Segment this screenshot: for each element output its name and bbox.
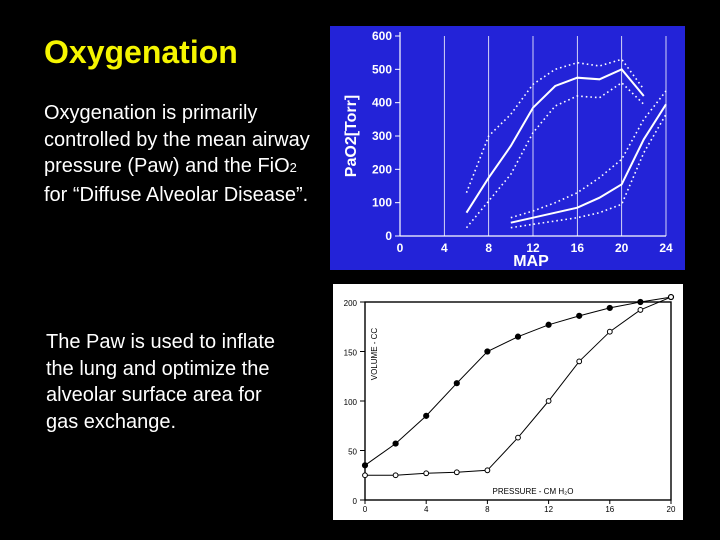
x-tick-label: 8: [485, 505, 490, 514]
series-line-3: [465, 81, 645, 229]
pao2-map-chart: 0 4 8 12 16 20 24 0 100 200 300 400 500 600 MAP PaO2[To…: [330, 26, 685, 270]
data-point: [576, 312, 583, 319]
chart-background: [330, 26, 685, 270]
y-tick-label: 600: [372, 29, 392, 43]
y-tick-label: 50: [348, 448, 357, 457]
y-tick-label: 400: [372, 96, 392, 110]
paragraph-text-end: for “Diffuse Alveolar Disease”.: [44, 183, 309, 206]
data-point: [515, 434, 521, 441]
y-tick-label: 100: [372, 196, 392, 210]
data-point: [545, 321, 552, 328]
data-point: [606, 328, 613, 335]
series-line-4: [510, 103, 667, 224]
data-point: [637, 307, 644, 313]
y-tick-label: 0: [353, 497, 358, 506]
data-point: [484, 348, 491, 355]
fio2-subscript: 2: [289, 160, 297, 175]
x-axis-label: MAP: [513, 253, 549, 270]
y-axis-label: VOLUME - CC: [370, 328, 379, 381]
series-line-6: [510, 113, 667, 229]
data-point: [423, 470, 430, 477]
x-tick-label: 0: [397, 241, 404, 255]
data-point: [362, 472, 368, 479]
x-tick-label: 24: [659, 241, 673, 255]
data-point: [545, 398, 552, 404]
series-line-1: [465, 68, 645, 214]
y-tick-label: 300: [372, 129, 392, 143]
data-point: [484, 467, 491, 474]
x-tick-label: 20: [667, 505, 676, 514]
x-tick-label: 12: [544, 505, 553, 514]
x-tick-label: 4: [424, 505, 429, 514]
y-tick-label: 200: [372, 162, 392, 176]
y-tick-label: 500: [372, 62, 392, 76]
data-point: [392, 440, 399, 447]
x-tick-label: 16: [571, 241, 585, 255]
data-point: [514, 333, 522, 340]
paw-paragraph: The Paw is used to inflate the lung and …: [46, 331, 276, 433]
chart-background: [333, 284, 683, 520]
x-tick-label: 4: [441, 241, 448, 255]
y-tick-label: 150: [344, 349, 358, 358]
data-point: [606, 304, 613, 312]
data-point: [423, 412, 430, 419]
x-tick-label: 0: [363, 505, 368, 514]
oxygenation-paragraph: Oxygenation is primarily controlled by t…: [44, 100, 314, 208]
data-point: [637, 298, 644, 306]
y-tick-label: 0: [385, 229, 392, 243]
data-point: [453, 469, 460, 476]
data-point: [576, 358, 583, 365]
series-line-2: [465, 58, 645, 193]
paragraph-text-start: Oxygenation is primarily controlled by t…: [44, 102, 310, 177]
x-tick-label: 8: [485, 241, 492, 255]
data-point: [453, 380, 460, 387]
data-point: [668, 294, 674, 300]
data-point: [392, 472, 399, 479]
y-tick-label: 200: [344, 299, 358, 308]
x-axis-label: PRESSURE - CM H₂O: [493, 487, 574, 496]
x-tick-label: 16: [605, 505, 614, 514]
x-tick-label: 20: [615, 241, 629, 255]
slide-title: Oxygenation: [44, 34, 238, 70]
y-axis-label: PaO2[Torr]: [343, 95, 360, 177]
y-tick-label: 100: [344, 398, 358, 407]
data-point: [361, 462, 369, 469]
x-tick-label: 12: [526, 241, 540, 255]
